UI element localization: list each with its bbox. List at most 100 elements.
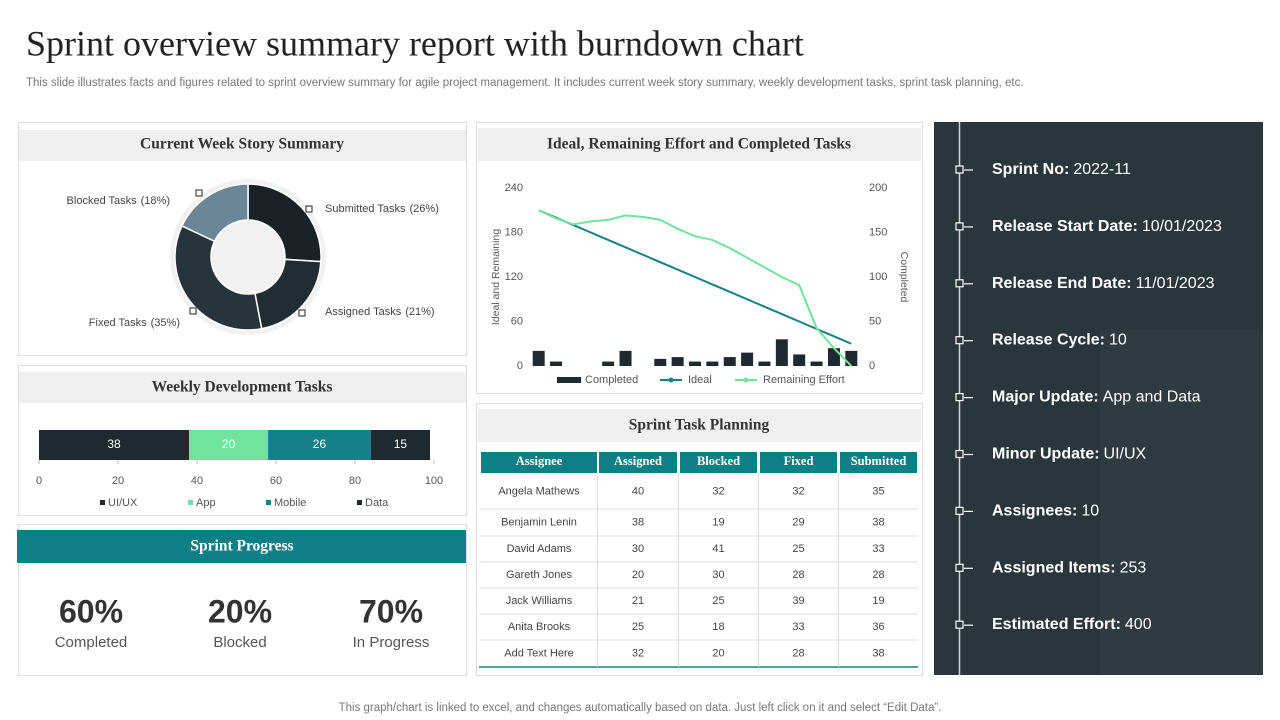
category-label: Fixed Tasks — [89, 317, 147, 329]
table-header: Assigned — [614, 454, 662, 468]
progress-label: In Progress — [353, 634, 430, 651]
info-icon — [955, 563, 964, 572]
panel-header — [478, 128, 921, 161]
legend-swatch — [188, 500, 193, 505]
value-label: (21%) — [405, 306, 434, 318]
panel-header — [19, 130, 466, 161]
bar — [671, 357, 684, 366]
table-header-cell — [680, 452, 757, 473]
table-cell: 32 — [792, 485, 804, 497]
table-cell: 19 — [872, 595, 884, 607]
bar — [689, 361, 701, 366]
bar — [654, 358, 667, 366]
legend-label: Mobile — [274, 497, 306, 509]
info-label: Major Update: — [992, 389, 1099, 406]
progress-value: 20% — [208, 593, 272, 629]
table-header: Fixed — [784, 454, 814, 468]
info-value: 11/01/2023 — [1136, 275, 1215, 292]
panel — [476, 122, 923, 394]
label-marker — [305, 205, 313, 213]
table-cell: 25 — [632, 621, 644, 633]
donut-segment — [247, 183, 322, 263]
legend-label: UI/UX — [108, 497, 138, 509]
info-icon — [955, 165, 964, 174]
table-cell: 25 — [712, 595, 724, 607]
bar — [741, 352, 754, 366]
legend-label: Remaining Effort — [763, 374, 845, 386]
table-header-cell — [481, 452, 597, 473]
table-cell: 38 — [632, 516, 644, 528]
category-label: Assigned Tasks — [325, 306, 402, 318]
y-tick-label: 240 — [505, 182, 523, 194]
label-marker — [298, 309, 306, 317]
bar-segment — [370, 430, 431, 460]
panel-title: Weekly Development Tasks — [152, 379, 333, 396]
progress-value: 70% — [359, 593, 423, 629]
donut-segment — [174, 224, 263, 331]
x-tick-label: 20 — [112, 475, 124, 487]
panel-header — [17, 530, 466, 563]
info-value: UI/UX — [1104, 446, 1147, 463]
info-item: Major Update: App and Data — [992, 389, 1201, 406]
donut-label: Fixed Tasks (35%) — [89, 317, 180, 329]
y2-axis-title: Completed — [898, 252, 910, 303]
category-label: Submitted Tasks — [325, 203, 406, 215]
table-cell: 20 — [632, 569, 644, 581]
y2-tick-label: 0 — [869, 360, 875, 372]
progress-value: 60% — [59, 593, 123, 629]
donut-label: Submitted Tasks (26%) — [325, 203, 439, 215]
table-cell: 25 — [792, 543, 804, 555]
info-item: Release Cycle: 10 — [992, 332, 1127, 349]
info-label: Release Start Date: — [992, 218, 1138, 235]
table-cell: 38 — [872, 647, 884, 659]
table-header: Assignee — [516, 454, 563, 468]
info-icon — [955, 506, 964, 515]
legend-swatch — [357, 500, 362, 505]
info-label: Assignees: — [992, 503, 1077, 520]
info-item: Release Start Date: 10/01/2023 — [992, 218, 1222, 235]
bar-segment — [268, 430, 371, 460]
table-header-cell — [840, 452, 917, 473]
panel-title: Sprint Progress — [190, 538, 293, 555]
y2-tick-label: 50 — [869, 315, 881, 327]
bar — [810, 361, 823, 366]
y-tick-label: 60 — [511, 315, 523, 327]
info-item: Estimated Effort: 400 — [992, 616, 1152, 633]
info-icon — [955, 222, 964, 231]
legend-label: App — [196, 497, 216, 509]
x-tick-label: 0 — [36, 475, 42, 487]
table-cell: 39 — [792, 595, 804, 607]
table-header-cell — [599, 452, 677, 473]
bar — [758, 361, 771, 366]
table-cell: Add Text Here — [504, 647, 574, 659]
page-title: Sprint overview summary report with burn… — [26, 23, 804, 63]
x-tick-label: 100 — [425, 475, 443, 487]
legend-swatch — [557, 377, 581, 383]
bar-label: 20 — [222, 437, 236, 451]
legend-label: Data — [365, 497, 389, 509]
y2-tick-label: 150 — [869, 226, 887, 238]
table-cell: 35 — [872, 485, 884, 497]
info-label: Minor Update: — [992, 446, 1100, 463]
donut-label: Blocked Tasks (18%) — [67, 195, 170, 207]
bar — [550, 361, 563, 366]
x-tick-label: 40 — [191, 475, 203, 487]
value-label: (18%) — [141, 195, 170, 207]
panel-title: Current Week Story Summary — [140, 136, 344, 153]
bar-segment — [39, 430, 190, 460]
info-value: 10 — [1109, 332, 1127, 349]
table-cell: 30 — [632, 543, 644, 555]
y2-tick-label: 100 — [869, 271, 887, 283]
value-label: (26%) — [410, 203, 439, 215]
label-marker — [195, 189, 203, 197]
table-cell: Jack Williams — [506, 595, 573, 607]
table-cell: 29 — [792, 516, 804, 528]
x-tick-label: 80 — [349, 475, 361, 487]
table-cell: 28 — [792, 569, 804, 581]
table-cell: Benjamin Lenin — [501, 516, 577, 528]
info-value: 253 — [1120, 560, 1147, 577]
table-cell: 41 — [712, 543, 724, 555]
y-tick-label: 0 — [517, 360, 523, 372]
bar-label: 26 — [313, 437, 327, 451]
